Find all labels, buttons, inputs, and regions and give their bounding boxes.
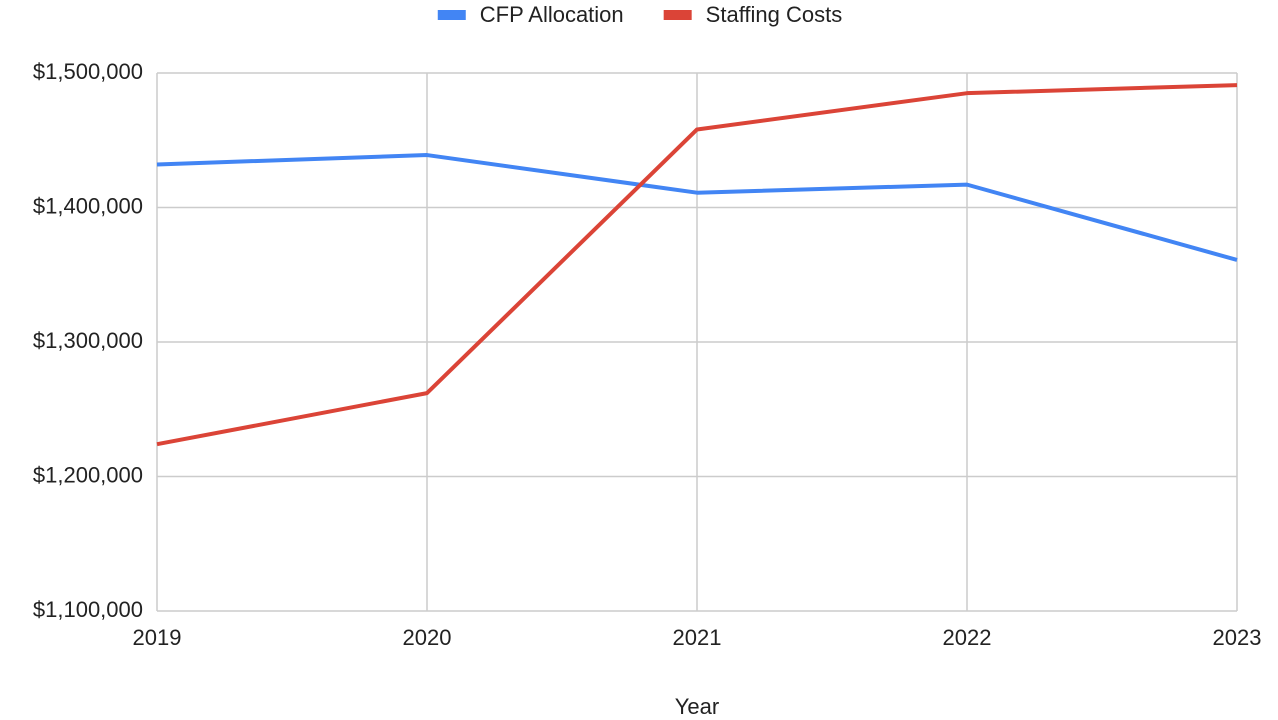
legend-label: CFP Allocation [480, 2, 624, 27]
legend-swatch [437, 10, 466, 20]
x-tick-label: 2020 [403, 625, 452, 650]
series-line [156, 83, 1238, 447]
y-tick-label: $1,100,000 [33, 597, 143, 622]
x-axis-title: Year [675, 694, 719, 719]
y-tick-label: $1,400,000 [33, 193, 143, 218]
y-tick-label: $1,500,000 [33, 59, 143, 84]
x-tick-label: 2019 [133, 625, 182, 650]
x-tick-label: 2022 [943, 625, 992, 650]
legend-swatch [663, 10, 692, 20]
y-tick-label: $1,200,000 [33, 462, 143, 487]
x-tick-label: 2021 [673, 625, 722, 650]
series-line [156, 153, 1238, 262]
y-tick-label: $1,300,000 [33, 328, 143, 353]
legend-label: Staffing Costs [706, 2, 843, 27]
x-tick-label: 2023 [1213, 625, 1262, 650]
